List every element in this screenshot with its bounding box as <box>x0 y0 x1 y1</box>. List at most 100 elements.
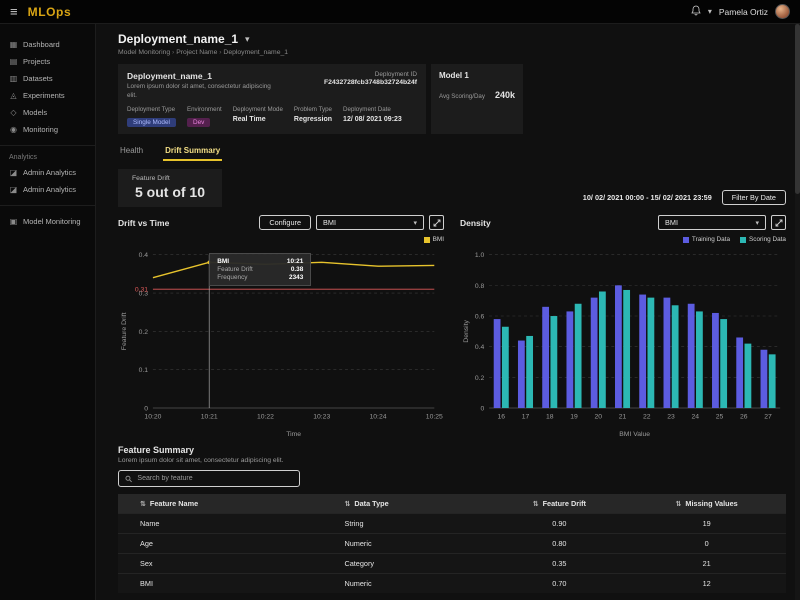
user-menu-chevron-icon[interactable]: ▾ <box>707 7 712 16</box>
cell-missing-values: 0 <box>627 533 786 554</box>
sidebar-item-label: Monitoring <box>23 125 59 134</box>
sidebar-item-admin-analytics-2[interactable]: ◪ Admin Analytics <box>0 181 95 198</box>
expand-icon[interactable] <box>771 215 786 231</box>
user-name: Pamela Ortiz <box>718 6 768 17</box>
feature-search[interactable] <box>118 470 300 488</box>
svg-text:0.2: 0.2 <box>139 329 149 336</box>
sort-icon[interactable]: ⇅ <box>344 501 351 509</box>
tab-health[interactable]: Health <box>120 146 144 156</box>
table-row[interactable]: Age Numeric 0.80 0 <box>118 533 786 554</box>
sidebar-item-label: Model Monitoring <box>23 217 81 226</box>
tab-drift-summary[interactable]: Drift Summary <box>163 146 223 162</box>
notifications-icon[interactable] <box>691 5 701 19</box>
legend-item: Scoring Data <box>740 235 786 244</box>
expand-icon[interactable] <box>429 215 444 231</box>
search-input[interactable] <box>137 475 293 483</box>
sidebar-item-dashboard[interactable]: ▦ Dashboard <box>0 36 95 53</box>
title-chevron-icon[interactable]: ▾ <box>245 33 250 44</box>
table-row[interactable]: Sex Category 0.35 21 <box>118 553 786 574</box>
field-label: Deployment Type <box>127 106 176 114</box>
drift-feature-select[interactable]: BMI ▾ <box>316 215 424 231</box>
filter-by-date-button[interactable]: Filter By Date <box>721 190 786 206</box>
sidebar-item-monitoring[interactable]: ◉ Monitoring <box>0 121 95 138</box>
avatar[interactable] <box>775 4 790 19</box>
model-title: Model 1 <box>439 71 469 80</box>
table-row[interactable]: BMI Numeric 0.70 12 <box>118 573 786 594</box>
drift-line-chart[interactable]: BMI 10:21 Feature Drift 0.38 Frequency 2… <box>118 245 444 439</box>
density-feature-select[interactable]: BMI ▾ <box>658 215 766 231</box>
sidebar-item-label: Datasets <box>23 74 53 83</box>
svg-text:19: 19 <box>570 414 578 421</box>
cell-data-type: Numeric <box>322 533 492 554</box>
drift-vs-time-panel: Drift vs Time Configure BMI ▾ <box>118 215 444 439</box>
sidebar-item-projects[interactable]: ▤ Projects <box>0 53 95 70</box>
legend-swatch <box>423 236 430 243</box>
page-layout: ▦ Dashboard ▤ Projects ▥ Datasets ◬ Expe… <box>0 24 800 600</box>
sidebar-item-model-monitoring[interactable]: ▣ Model Monitoring <box>0 213 95 230</box>
menu-icon[interactable]: ≡ <box>10 4 18 19</box>
sidebar-item-admin-analytics-1[interactable]: ◪ Admin Analytics <box>0 164 95 181</box>
environment-badge: Dev <box>186 118 211 128</box>
svg-text:22: 22 <box>643 414 651 421</box>
sidebar-item-experiments[interactable]: ◬ Experiments <box>0 87 95 104</box>
column-header-feature-drift[interactable]: ⇅ Feature Drift <box>491 494 628 514</box>
svg-text:0: 0 <box>480 406 484 413</box>
column-header-missing-values[interactable]: ⇅ Missing Values <box>627 494 786 514</box>
chevron-down-icon: ▾ <box>413 219 417 227</box>
feature-table: ⇅ Feature Name ⇅ Data Type ⇅ Feature Drift … <box>118 494 786 594</box>
svg-text:0.31: 0.31 <box>135 287 148 294</box>
sidebar-item-datasets[interactable]: ▥ Datasets <box>0 70 95 87</box>
legend-item: Training Data <box>682 235 730 244</box>
svg-text:10:20: 10:20 <box>144 414 161 421</box>
breadcrumb-item[interactable]: Project Name <box>176 49 223 56</box>
monitoring-icon: ◉ <box>10 125 17 134</box>
tab-bar: Health Drift Summary <box>118 146 786 162</box>
sidebar-item-label: Dashboard <box>23 40 60 49</box>
metric-label: Avg Scoring/Day <box>439 93 485 100</box>
panel-title: Density <box>460 217 491 228</box>
breadcrumb-item[interactable]: Model Monitoring <box>118 49 176 56</box>
field-value: 12/ 08/ 2021 09:23 <box>343 116 402 124</box>
scrollbar[interactable] <box>795 24 800 600</box>
sidebar-item-models[interactable]: ◇ Models <box>0 104 95 121</box>
sort-icon[interactable]: ⇅ <box>140 501 146 509</box>
deployment-info-card: Deployment_name_1 Lorem ipsum dolor sit … <box>118 64 426 135</box>
feature-drift-row: Feature Drift 5 out of 10 10/ 02/ 2021 0… <box>118 169 786 208</box>
svg-text:0.4: 0.4 <box>475 344 485 351</box>
field-label: Deployment Mode <box>232 106 283 114</box>
feature-drift-value: 5 out of 10 <box>134 184 205 201</box>
breadcrumb: Model MonitoringProject NameDeployment_n… <box>118 49 786 56</box>
scrollbar-thumb[interactable] <box>795 24 800 194</box>
column-header-feature-name[interactable]: ⇅ Feature Name <box>118 494 323 514</box>
legend-swatch <box>682 236 689 243</box>
cell-feature-name: BMI <box>118 573 323 594</box>
svg-text:Time: Time <box>286 431 301 438</box>
select-value: BMI <box>323 218 336 228</box>
topbar-left: ≡ MLOps <box>10 5 71 19</box>
feature-summary-section: Feature Summary Lorem ipsum dolor sit am… <box>118 445 786 594</box>
svg-text:20: 20 <box>594 414 602 421</box>
sort-icon[interactable]: ⇅ <box>675 501 682 509</box>
cell-feature-drift: 0.35 <box>491 553 628 574</box>
feature-drift-card: Feature Drift 5 out of 10 <box>118 169 222 208</box>
models-icon: ◇ <box>10 108 17 117</box>
density-panel: Density BMI ▾ <box>460 215 786 439</box>
field-label: Deployment Date <box>343 106 391 114</box>
cell-missing-values: 21 <box>627 553 786 574</box>
column-header-label: Feature Drift <box>542 499 586 509</box>
configure-button[interactable]: Configure <box>259 215 311 231</box>
cell-data-type: Category <box>322 553 492 574</box>
date-filter-group: 10/ 02/ 2021 00:00 - 15/ 02/ 2021 23:59 … <box>583 190 786 207</box>
deployment-type-badge: Single Model <box>127 118 176 128</box>
svg-text:27: 27 <box>764 414 772 421</box>
sort-icon[interactable]: ⇅ <box>532 501 539 509</box>
density-bar-chart[interactable]: 0 0.2 0.4 0.6 0.8 1.0 BMI Value Density 16 17 18 19… <box>460 245 786 439</box>
column-header-data-type[interactable]: ⇅ Data Type <box>322 494 492 514</box>
table-row[interactable]: Name String 0.90 19 <box>118 513 786 534</box>
cell-missing-values: 19 <box>627 513 786 534</box>
feature-summary-title: Feature Summary <box>118 445 195 456</box>
svg-text:0.6: 0.6 <box>475 314 485 321</box>
svg-text:0: 0 <box>144 406 148 413</box>
svg-text:26: 26 <box>740 414 748 421</box>
